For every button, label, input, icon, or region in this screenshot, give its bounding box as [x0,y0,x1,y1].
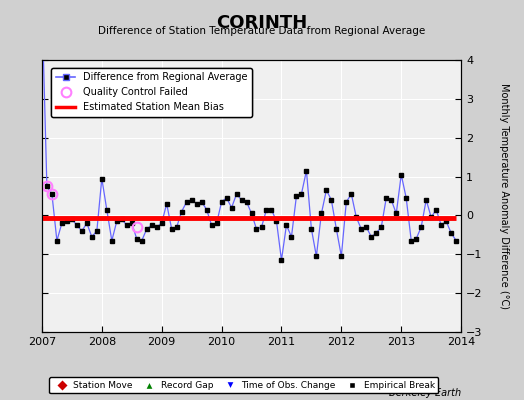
Text: CORINTH: CORINTH [216,14,308,32]
Text: Berkeley Earth: Berkeley Earth [389,388,461,398]
Y-axis label: Monthly Temperature Anomaly Difference (°C): Monthly Temperature Anomaly Difference (… [499,83,509,309]
Legend: Difference from Regional Average, Quality Control Failed, Estimated Station Mean: Difference from Regional Average, Qualit… [51,68,253,117]
Legend: Station Move, Record Gap, Time of Obs. Change, Empirical Break: Station Move, Record Gap, Time of Obs. C… [49,377,439,394]
Text: Difference of Station Temperature Data from Regional Average: Difference of Station Temperature Data f… [99,26,425,36]
